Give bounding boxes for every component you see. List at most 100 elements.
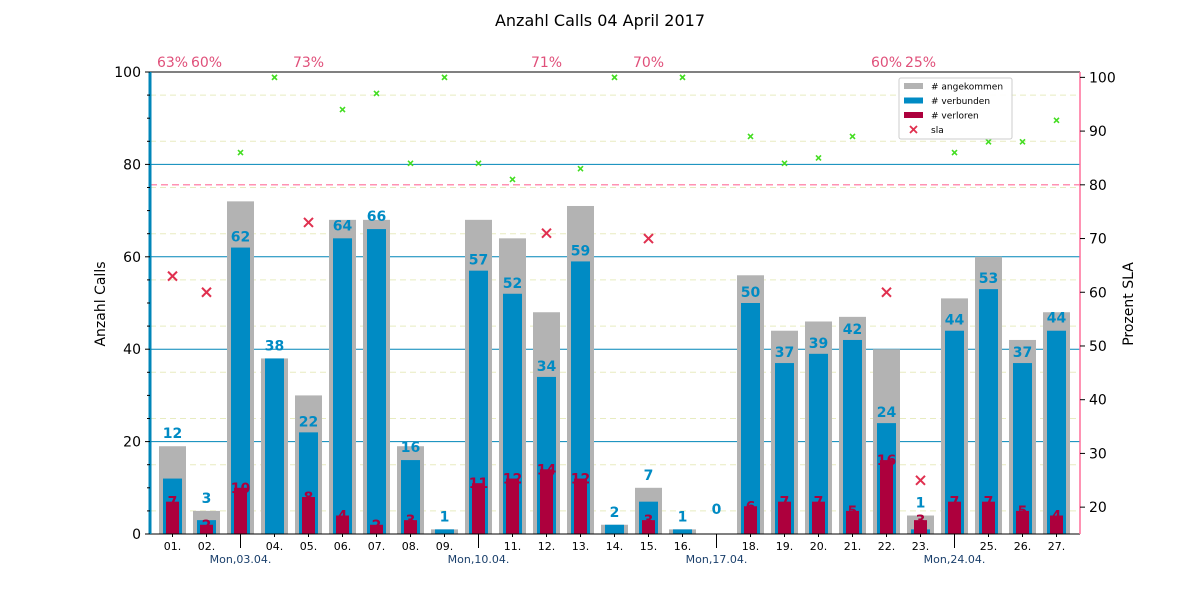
label-verbunden: 12 [163,426,182,442]
bar-verloren [200,524,213,534]
x-tick-label: 26. [1014,540,1032,553]
y2-tick-label: 50 [1089,339,1107,355]
bar-verloren [506,478,519,534]
sla-high-marker [1019,138,1026,145]
label-verbunden: 44 [1047,311,1067,327]
sla-top-label: 25% [905,55,936,71]
sla-marker [915,475,926,486]
sla-high-marker [475,160,482,167]
x-tick-label: 19. [776,540,794,553]
bar-verloren [336,515,349,534]
y-tick-label: 40 [123,342,141,358]
bar-verbunden [265,358,284,534]
sla-high-marker-stroke [339,106,346,113]
sla-top-label: 63% [157,55,188,71]
bars-layer [159,201,1070,535]
label-verbunden: 66 [367,209,386,225]
x-tick-label: 21. [844,540,862,553]
x-tick-label: 01. [164,540,182,553]
sla-marker-stroke [915,475,926,486]
sla-top-label: 71% [531,55,562,71]
label-verbunden: 34 [537,359,557,375]
label-verbunden: 3 [202,491,212,507]
sla-high-marker [985,138,992,145]
label-verbunden: 57 [469,253,488,269]
legend-label: # verbunden [931,97,990,107]
sla-high-marker-stroke [577,165,584,172]
bar-verbunden [741,303,760,534]
label-verbunden: 1 [440,509,450,525]
legend-label: sla [931,126,944,136]
label-verloren: 7 [984,495,994,511]
x-tick-label: 15. [640,540,658,553]
label-verloren: 7 [814,495,824,511]
legend-box [898,77,1013,140]
legend-swatch-x [909,125,918,134]
label-verbunden: 37 [775,345,794,361]
sla-high-marker-stroke [985,138,992,145]
y2-tick-label: 40 [1089,393,1107,409]
sla-marker-stroke [201,287,212,298]
label-verbunden: 53 [979,271,998,287]
legend: # angekommen # verbunden # verloren sla [898,77,1013,140]
sla-top-label: 60% [871,55,902,71]
sla-marker-stroke [167,270,178,282]
bar-verloren [880,460,893,534]
sla-high-marker-stroke [509,176,516,183]
sla-high-marker [1053,117,1060,124]
label-verbunden: 37 [1013,345,1032,361]
x-tick-label: 18. [742,540,760,553]
sla-high-marker [611,74,618,81]
grid-layer [150,94,1080,512]
sla-marker-stroke [643,233,654,244]
label-verbunden: 16 [401,440,420,456]
label-verloren: 3 [916,513,926,529]
bar-verloren [1050,515,1063,534]
sla-high-marker [951,149,958,156]
label-verloren: 4 [338,509,348,525]
label-verloren: 7 [168,495,178,511]
bar-verbunden [775,363,794,534]
x-tick-label: 27. [1048,540,1066,553]
x-tick-label: 07. [368,540,386,553]
sla-high-marker [237,149,244,156]
legend-label: # verloren [931,112,979,122]
sla-high-marker [271,74,278,81]
x-tick-label: 22. [878,540,896,553]
label-verloren: 7 [950,495,960,511]
y2-tick-label: 100 [1089,70,1116,86]
bar-verbunden [503,293,522,534]
sla-top-label: 73% [293,55,324,71]
label-verbunden: 64 [333,218,353,234]
bar-verbunden [367,229,386,534]
sla-top-label: 70% [633,55,664,71]
label-verbunden: 52 [503,276,522,292]
bar-verbunden [401,460,420,534]
sla-high-marker [815,154,822,162]
sla-high-marker [747,133,754,140]
sla-top-label: 60% [191,55,222,71]
bar-verbunden [605,524,624,534]
bar-verloren [234,487,247,534]
sla-high-marker-stroke [781,160,788,167]
y-axis-label: Anzahl Calls [93,261,109,346]
label-verloren: 12 [503,472,522,488]
bar-verloren [982,501,995,534]
bar-verloren [914,520,927,534]
sla-marker [201,287,212,298]
label-verloren: 12 [571,472,590,488]
bar-verloren [574,478,587,534]
label-verloren: 8 [304,490,314,506]
sla-high-marker-stroke [1019,138,1026,145]
x-tick-label: 20. [810,540,828,553]
label-verbunden: 44 [945,313,965,329]
label-verbunden: 59 [571,243,590,259]
sla-high-marker-stroke [815,154,822,162]
bar-verloren [846,510,859,534]
x-tick-label: 16. [674,540,692,553]
label-verloren: 16 [877,453,896,469]
sla-high-marker-stroke [237,149,244,156]
bar-verloren [472,483,485,534]
bar-verbunden [809,353,828,534]
label-verbunden: 38 [265,338,284,354]
